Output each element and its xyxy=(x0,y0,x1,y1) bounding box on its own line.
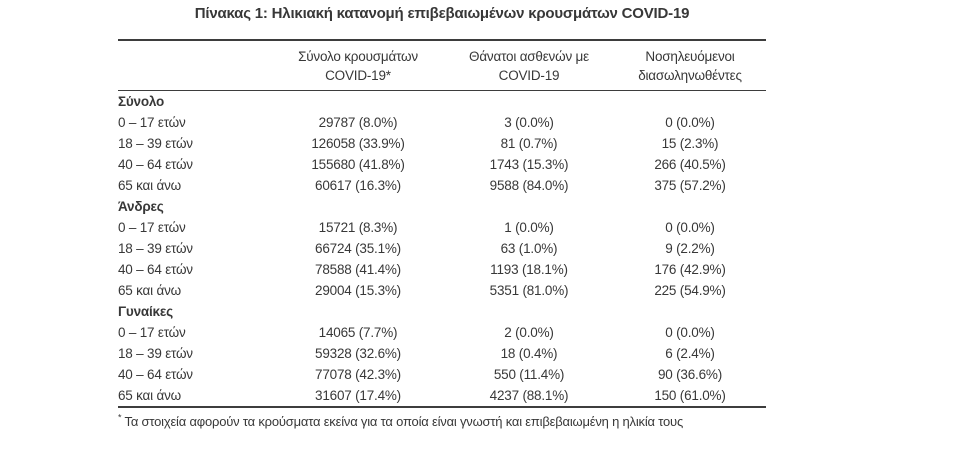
age-label: 65 και άνω xyxy=(118,388,182,403)
intubated-cell: 9 (2.2%) xyxy=(665,241,715,256)
deaths-cell: 1743 (15.3%) xyxy=(489,157,569,172)
table-row: 18 – 39 ετών 66724 (35.1%) 63 (1.0%) 9 (… xyxy=(118,238,766,259)
age-label: 65 και άνω xyxy=(118,178,182,193)
footnote-marker: * xyxy=(118,412,122,423)
age-label: 40 – 64 ετών xyxy=(118,157,193,172)
cases-cell: 78588 (41.4%) xyxy=(315,262,401,277)
age-label: 18 – 39 ετών xyxy=(118,241,193,256)
cases-cell: 29004 (15.3%) xyxy=(315,283,401,298)
intubated-cell: 375 (57.2%) xyxy=(654,178,726,193)
col-header-intubated-line2: διασωληνωθέντες xyxy=(638,68,742,83)
section-row-men: Άνδρες xyxy=(118,196,766,217)
age-label: 65 και άνω xyxy=(118,283,182,298)
section-row-total: Σύνολο xyxy=(118,91,766,113)
table-row: 65 και άνω 60617 (16.3%) 9588 (84.0%) 37… xyxy=(118,175,766,196)
table-row: 18 – 39 ετών 59328 (32.6%) 18 (0.4%) 6 (… xyxy=(118,343,766,364)
age-label: 0 – 17 ετών xyxy=(118,325,186,340)
col-header-cases: Σύνολο κρουσμάτων COVID-19* xyxy=(272,40,444,91)
col-header-cases-line1: Σύνολο κρουσμάτων xyxy=(298,49,418,64)
deaths-cell: 3 (0.0%) xyxy=(504,115,554,130)
covid-age-table-block: Πίνακας 1: Ηλικιακή κατανομή επιβεβαιωμέ… xyxy=(118,4,766,443)
age-label: 40 – 64 ετών xyxy=(118,262,193,277)
deaths-cell: 9588 (84.0%) xyxy=(489,178,569,193)
col-header-empty xyxy=(118,40,272,91)
table-row: 0 – 17 ετών 29787 (8.0%) 3 (0.0%) 0 (0.0… xyxy=(118,112,766,133)
deaths-cell: 63 (1.0%) xyxy=(500,241,558,256)
footnote: * Τα στοιχεία αφορούν τα κρούσματα εκείν… xyxy=(118,412,766,430)
cases-cell: 155680 (41.8%) xyxy=(311,157,405,172)
age-label: 18 – 39 ετών xyxy=(118,136,193,151)
deaths-cell: 18 (0.4%) xyxy=(500,346,558,361)
section-header-men: Άνδρες xyxy=(118,199,164,214)
section-header-women: Γυναίκες xyxy=(118,304,173,319)
section-header-total: Σύνολο xyxy=(118,94,165,109)
table-row: 65 και άνω 31607 (17.4%) 4237 (88.1%) 15… xyxy=(118,385,766,407)
age-label: 18 – 39 ετών xyxy=(118,346,193,361)
cases-cell: 29787 (8.0%) xyxy=(318,115,398,130)
deaths-cell: 4237 (88.1%) xyxy=(489,388,569,403)
table-row: 0 – 17 ετών 14065 (7.7%) 2 (0.0%) 0 (0.0… xyxy=(118,322,766,343)
col-header-intubated: Νοσηλευόμενοι διασωληνωθέντες xyxy=(614,40,766,91)
page-title: Πίνακας 1: Ηλικιακή κατανομή επιβεβαιωμέ… xyxy=(194,5,690,22)
cases-cell: 60617 (16.3%) xyxy=(315,178,401,193)
col-header-deaths-line1: Θάνατοι ασθενών με xyxy=(469,49,589,64)
deaths-cell: 1193 (18.1%) xyxy=(490,262,568,277)
deaths-cell: 5351 (81.0%) xyxy=(489,283,569,298)
deaths-cell: 2 (0.0%) xyxy=(504,325,554,340)
intubated-cell: 176 (42.9%) xyxy=(654,262,726,277)
cases-cell: 14065 (7.7%) xyxy=(318,325,398,340)
cases-cell: 66724 (35.1%) xyxy=(315,241,401,256)
cases-cell: 59328 (32.6%) xyxy=(315,346,401,361)
covid-age-table: Σύνολο κρουσμάτων COVID-19* Θάνατοι ασθε… xyxy=(118,39,766,408)
deaths-cell: 1 (0.0%) xyxy=(504,220,554,235)
intubated-cell: 6 (2.4%) xyxy=(665,346,715,361)
col-header-deaths: Θάνατοι ασθενών με COVID-19 xyxy=(444,40,614,91)
intubated-cell: 266 (40.5%) xyxy=(654,157,726,172)
section-row-women: Γυναίκες xyxy=(118,301,766,322)
cases-cell: 77078 (42.3%) xyxy=(315,367,401,382)
table-row: 40 – 64 ετών 78588 (41.4%) 1193 (18.1%) … xyxy=(118,259,766,280)
col-header-cases-line2: COVID-19* xyxy=(325,68,391,83)
table-row: 40 – 64 ετών 155680 (41.8%) 1743 (15.3%)… xyxy=(118,154,766,175)
cases-cell: 15721 (8.3%) xyxy=(318,220,398,235)
table-row: 40 – 64 ετών 77078 (42.3%) 550 (11.4%) 9… xyxy=(118,364,766,385)
age-label: 0 – 17 ετών xyxy=(118,115,186,130)
table-row: 18 – 39 ετών 126058 (33.9%) 81 (0.7%) 15… xyxy=(118,133,766,154)
header-row: Σύνολο κρουσμάτων COVID-19* Θάνατοι ασθε… xyxy=(118,40,766,91)
age-label: 40 – 64 ετών xyxy=(118,367,193,382)
col-header-intubated-line1: Νοσηλευόμενοι xyxy=(645,49,735,64)
table-row: 0 – 17 ετών 15721 (8.3%) 1 (0.0%) 0 (0.0… xyxy=(118,217,766,238)
cases-cell: 31607 (17.4%) xyxy=(315,388,401,403)
intubated-cell: 0 (0.0%) xyxy=(665,325,715,340)
col-header-deaths-line2: COVID-19 xyxy=(498,68,560,83)
intubated-cell: 90 (36.6%) xyxy=(657,367,723,382)
intubated-cell: 225 (54.9%) xyxy=(654,283,726,298)
age-label: 0 – 17 ετών xyxy=(118,220,186,235)
intubated-cell: 150 (61.0%) xyxy=(654,388,726,403)
footnote-text: Τα στοιχεία αφορούν τα κρούσματα εκείνα … xyxy=(124,414,684,429)
intubated-cell: 15 (2.3%) xyxy=(661,136,719,151)
deaths-cell: 550 (11.4%) xyxy=(493,367,565,382)
deaths-cell: 81 (0.7%) xyxy=(500,136,558,151)
cases-cell: 126058 (33.9%) xyxy=(311,136,405,151)
intubated-cell: 0 (0.0%) xyxy=(665,220,715,235)
table-row: 65 και άνω 29004 (15.3%) 5351 (81.0%) 22… xyxy=(118,280,766,301)
intubated-cell: 0 (0.0%) xyxy=(665,115,715,130)
